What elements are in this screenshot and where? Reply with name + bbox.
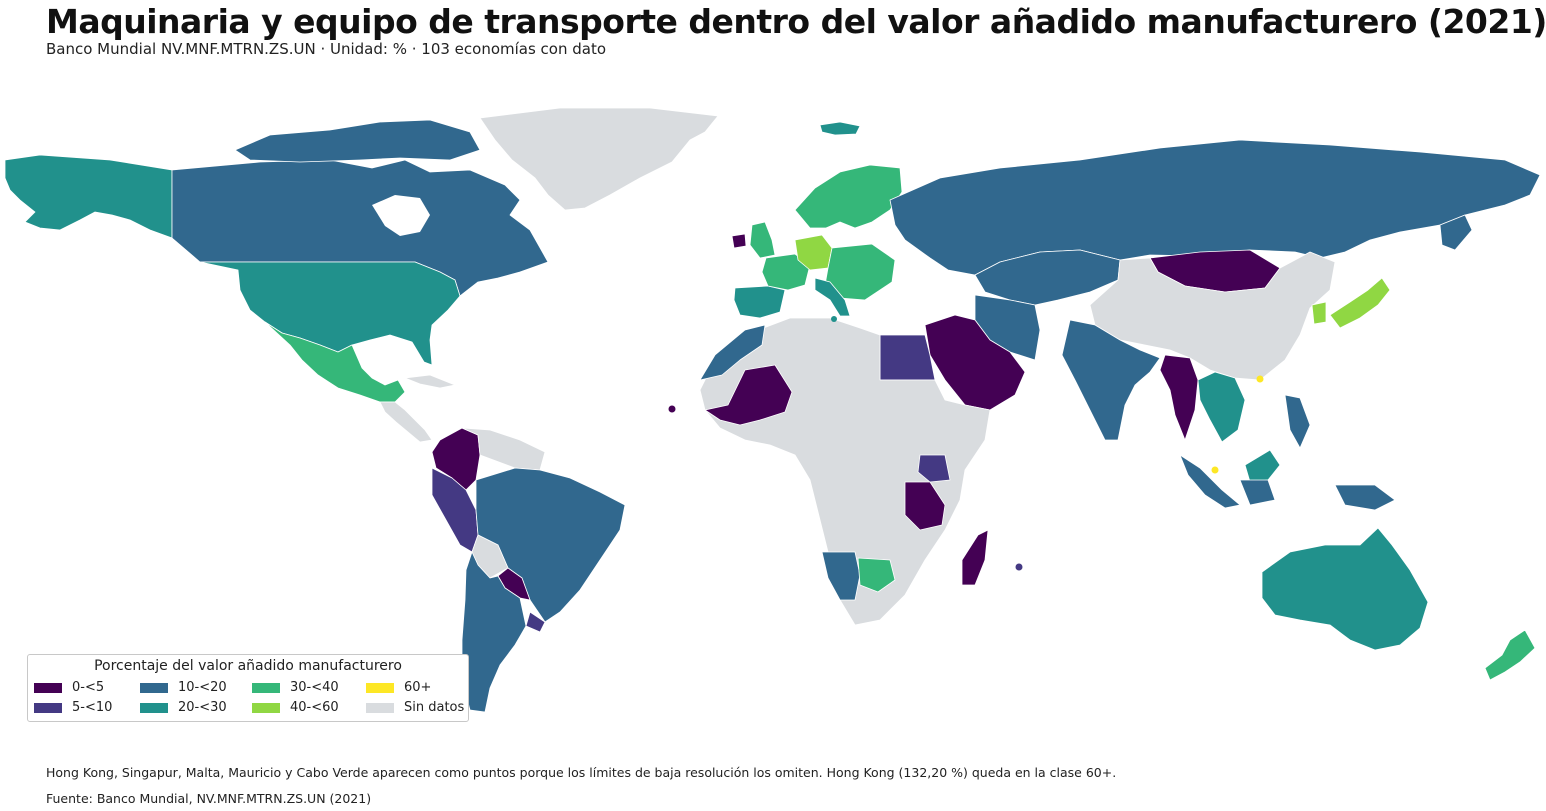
region-namibia	[821, 551, 861, 601]
region-italy	[814, 277, 851, 317]
legend-item: Sin datos	[366, 700, 464, 715]
region-uk	[749, 221, 776, 259]
region-australia	[1261, 527, 1429, 651]
region-alaska	[4, 154, 173, 239]
legend-label: 10-<20	[178, 680, 227, 695]
region-myanmar	[1159, 354, 1199, 441]
region-indochina	[1197, 371, 1246, 443]
region-indonesia-east	[1239, 479, 1276, 506]
legend-swatch	[366, 702, 394, 713]
region-ireland	[731, 233, 747, 249]
legend-swatch	[34, 702, 62, 713]
legend-item: 30-<40	[252, 680, 339, 695]
region-scandinavia	[794, 164, 903, 229]
region-india	[1061, 319, 1161, 441]
legend-item: 40-<60	[252, 700, 339, 715]
region-greenland	[479, 107, 719, 211]
legend-title: Porcentaje del valor añadido manufacture…	[94, 658, 402, 674]
region-iceland	[819, 121, 861, 136]
region-iberia	[733, 285, 786, 319]
dot-mauricio	[1015, 563, 1023, 571]
legend-swatch	[252, 682, 280, 693]
region-kenya	[917, 454, 951, 483]
source-note: Fuente: Banco Mundial, NV.MNF.MTRN.ZS.UN…	[46, 791, 372, 806]
region-madagascar	[961, 529, 989, 586]
region-new-zealand	[1484, 629, 1536, 681]
legend-swatch	[140, 702, 168, 713]
legend-swatch	[140, 682, 168, 693]
region-uruguay	[525, 611, 546, 633]
region-mexico	[264, 321, 406, 403]
legend-label: 30-<40	[290, 680, 339, 695]
dot-hong-kong	[1256, 375, 1264, 383]
legend-label: 5-<10	[72, 700, 113, 715]
region-egypt	[879, 334, 936, 381]
region-borneo	[1244, 449, 1281, 483]
legend-item: 10-<20	[140, 680, 227, 695]
region-philippines	[1284, 394, 1311, 449]
dot-singapur	[1211, 466, 1219, 474]
region-central-america	[379, 401, 433, 443]
dot-malta	[831, 316, 837, 322]
region-central-europe	[824, 243, 896, 301]
legend-item: 5-<10	[34, 700, 112, 715]
legend-item: 0-<5	[34, 680, 104, 695]
region-argentina	[461, 551, 527, 713]
region-russia-east	[1439, 214, 1473, 251]
region-new-guinea	[1334, 484, 1396, 511]
legend-label: 60+	[404, 680, 432, 695]
region-central-asia	[974, 249, 1121, 306]
hudson-bay	[372, 195, 430, 236]
legend-swatch	[366, 682, 394, 693]
region-canada-arctic	[234, 119, 481, 163]
legend-item: 60+	[366, 680, 431, 695]
legend-label: Sin datos	[404, 700, 465, 715]
map-subtitle: Banco Mundial NV.MNF.MTRN.ZS.UN · Unidad…	[46, 40, 607, 58]
region-mali	[704, 364, 793, 426]
world-choropleth-map	[4, 107, 1541, 713]
region-japan	[1329, 277, 1391, 329]
footnote: Hong Kong, Singapur, Malta, Mauricio y C…	[46, 765, 1117, 780]
region-usa	[199, 261, 461, 366]
legend-item: 20-<30	[140, 700, 227, 715]
legend-label: 40-<60	[290, 700, 339, 715]
legend-label: 0-<5	[72, 680, 105, 695]
region-korea	[1311, 301, 1327, 325]
legend-label: 20-<30	[178, 700, 227, 715]
region-morocco	[699, 324, 766, 381]
region-saudi	[924, 314, 1026, 411]
region-cuba	[404, 374, 456, 389]
legend-swatch	[252, 702, 280, 713]
map-title: Maquinaria y equipo de transporte dentro…	[46, 2, 1546, 41]
map-legend: Porcentaje del valor añadido manufacture…	[27, 654, 469, 722]
region-sumatra	[1179, 454, 1241, 509]
legend-swatch	[34, 682, 62, 693]
region-botswana	[857, 557, 896, 593]
dot-cabo-verde	[668, 405, 676, 413]
